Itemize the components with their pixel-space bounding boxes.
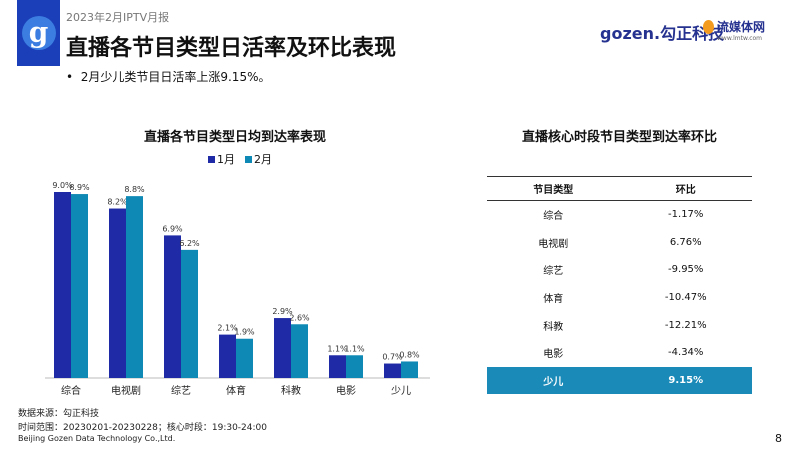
data-source: 数据来源：勾正科技 — [18, 409, 100, 419]
data-label: 8.9% — [69, 183, 90, 192]
change-cell: -1.17% — [668, 209, 704, 221]
category-label: 少儿 — [391, 385, 411, 397]
type-cell: 电视剧 — [538, 238, 569, 250]
legend-feb: 2月 — [245, 151, 272, 167]
gozen-logo: g — [17, 0, 60, 66]
lmtw-brand-logo: 流媒体网 www.lmtw.com — [703, 18, 765, 42]
category-label: 科教 — [281, 384, 301, 397]
change-cell: 6.76% — [669, 236, 702, 248]
data-label: 0.7% — [382, 353, 403, 362]
change-cell: -12.21% — [664, 319, 707, 331]
bar — [219, 334, 236, 378]
category-label: 综艺 — [171, 384, 191, 397]
type-cell: 科教 — [543, 321, 564, 333]
bar — [71, 194, 88, 378]
change-cell: -4.34% — [668, 347, 704, 359]
category-label: 综合 — [61, 384, 81, 397]
bar — [54, 192, 71, 378]
bar — [346, 355, 363, 378]
table-row: 电视剧 6.76% — [487, 228, 752, 256]
data-label: 1.1% — [327, 344, 348, 353]
data-label: 6.2% — [179, 239, 200, 248]
bar — [384, 363, 401, 378]
chart-title: 直播各节目类型日均到达率表现 — [143, 130, 326, 145]
bar-chart: 9.0%8.9% 综合 8.2% 8.8% 电视剧 6.9% 6.2% 综艺 2.1%1.9% 体… — [45, 181, 430, 397]
data-label: 1.1% — [344, 344, 365, 353]
category-label: 电视剧 — [111, 384, 141, 397]
page-number: 8 — [775, 432, 782, 445]
type-cell: 综合 — [543, 211, 564, 223]
data-label: 8.8% — [124, 185, 145, 194]
table-row: 科教 -12.21% — [487, 311, 752, 339]
category-label: 电影 — [336, 384, 356, 397]
legend-jan: 1月 — [208, 151, 235, 167]
data-label: 0.8% — [399, 350, 420, 359]
change-cell: -9.95% — [668, 264, 704, 276]
bar — [329, 355, 346, 378]
type-cell: 综艺 — [543, 266, 564, 278]
page-title: 直播各节目类型日活率及环比表现 — [66, 36, 397, 61]
category-label: 体育 — [226, 384, 246, 397]
gozen-brand-logo: gozen.勾正科技 — [600, 24, 725, 43]
data-label: 2.9% — [272, 307, 293, 316]
type-cell: 体育 — [543, 293, 564, 305]
bar — [181, 249, 198, 378]
table-row: 综合 -1.17% — [487, 201, 752, 229]
bar — [164, 235, 181, 378]
data-label: 6.9% — [162, 224, 183, 233]
company-name: Beijing Gozen Data Technology Co.,Ltd. — [18, 434, 176, 443]
bar — [126, 196, 143, 378]
data-label: 9.0% — [52, 181, 73, 190]
change-cell: 9.15% — [619, 366, 752, 395]
time-range: 时间范围：20230201-20230228；核心时段：19:30-24:00 — [18, 423, 267, 433]
table-row: 少儿 9.15% — [487, 366, 752, 395]
bar — [236, 338, 253, 378]
bar — [109, 208, 126, 378]
report-subtitle: 2023年2月IPTV月报 — [66, 11, 170, 24]
type-cell: 少儿 — [487, 366, 620, 395]
drop-icon — [703, 20, 714, 34]
bullet-point: • 2月少儿类节目日活率上涨9.15%。 — [66, 70, 271, 84]
table-row: 综艺 -9.95% — [487, 256, 752, 284]
type-cell: 电影 — [543, 349, 564, 361]
table-title: 直播核心时段节目类型到达率环比 — [521, 130, 717, 145]
data-label: 2.6% — [289, 313, 310, 322]
bar — [291, 324, 308, 378]
table-row: 体育 -10.47% — [487, 284, 752, 312]
bar — [274, 318, 291, 378]
chart-legend: 1月 2月 — [208, 151, 272, 167]
change-cell: -10.47% — [664, 291, 707, 303]
comparison-table: 节目类型 环比 综合 -1.17% 电视剧 6.76% 综艺 -9.95% 体育 -10.47%… — [487, 176, 752, 395]
data-label: 1.9% — [234, 328, 255, 337]
bar — [401, 361, 418, 378]
table-row: 电影 -4.34% — [487, 339, 752, 367]
data-label: 8.2% — [107, 198, 128, 207]
data-label: 2.1% — [217, 324, 238, 333]
